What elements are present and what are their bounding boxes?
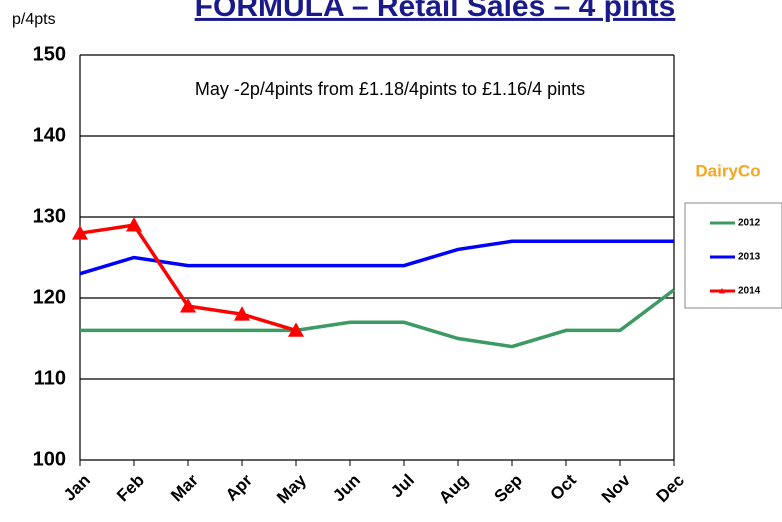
y-tick-label: 130 [33,205,66,227]
legend-label: 2013 [738,252,761,263]
logo: DairyCo [695,161,760,180]
marker [288,322,304,337]
x-tick-label: Nov [598,470,635,507]
y-tick-label: 120 [33,286,66,308]
x-tick-label: Aug [435,471,472,508]
y-tick-label: 150 [33,43,66,65]
marker [234,306,250,321]
x-tick-label: Oct [547,470,581,504]
x-tick-label: Dec [653,471,688,506]
x-tick-label: Sep [491,471,526,506]
y-tick-label: 140 [33,124,66,146]
x-tick-label: Jul [387,471,418,502]
marker [180,298,196,313]
marker [126,217,142,232]
y-tick-label: 110 [34,367,66,389]
x-tick-label: Mar [167,470,202,505]
y-axis-label: p/4pts [12,11,56,28]
x-tick-label: Jan [60,471,94,505]
series-line [79,239,674,276]
x-tick-label: Jun [329,471,364,506]
legend-marker [719,288,725,294]
series-line [79,223,297,333]
x-tick-label: Apr [222,470,256,504]
marker [72,225,88,240]
annotation: May -2p/4pints from £1.18/4pints to £1.1… [195,79,585,99]
chart-title: FORMULA – Retail Sales – 4 pints [195,0,676,23]
series-line [80,288,676,349]
x-tick-label: May [273,470,310,507]
legend-label: 2014 [738,286,761,297]
y-tick-label: 100 [33,448,66,470]
legend-label: 2012 [738,218,761,229]
x-tick-label: Feb [113,471,148,506]
